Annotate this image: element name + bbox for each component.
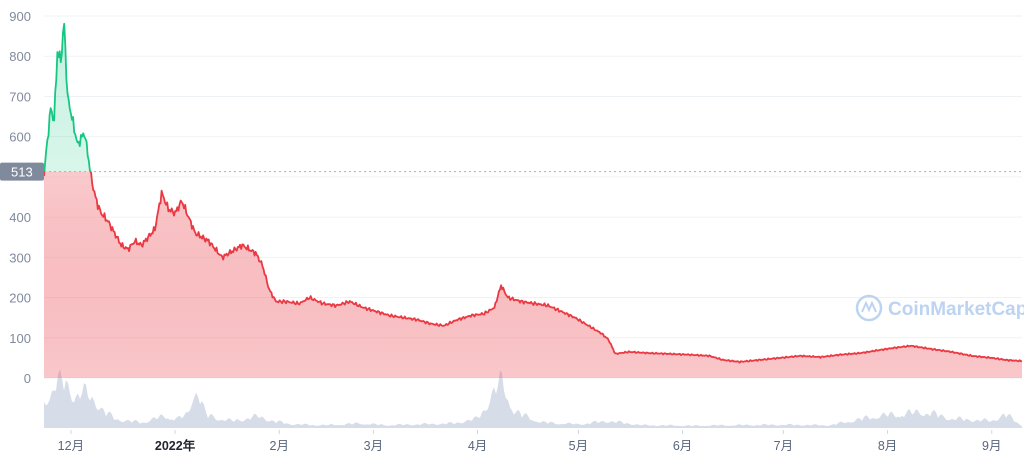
- y-tick-label: 200: [9, 291, 31, 306]
- x-tick-label: 7月: [774, 439, 793, 453]
- volume-area: [44, 369, 1022, 428]
- price-line: [43, 22, 1023, 364]
- y-tick-label: 600: [9, 130, 31, 145]
- y-tick-label: 0: [24, 371, 31, 386]
- watermark-text: CoinMarketCap: [888, 299, 1024, 320]
- y-axis: 0 100 200 300 400 600 700 800 900: [9, 9, 31, 386]
- x-tick-label: 5月: [569, 439, 588, 453]
- x-tick-label: 8月: [878, 439, 897, 453]
- y-tick-label: 700: [9, 89, 31, 104]
- x-axis: 12月 2022年 2月 3月 4月 5月 6月 7月 8月 9月: [58, 430, 1001, 453]
- y-tick-label: 400: [9, 210, 31, 225]
- x-tick-label: 12月: [58, 439, 84, 453]
- coinmarketcap-logo-mark: [861, 300, 877, 313]
- reference-label-text: 513: [11, 165, 33, 180]
- x-tick-label: 6月: [673, 439, 692, 453]
- x-tick-label: 2022年: [155, 438, 196, 453]
- below-reference-fill: [44, 171, 1022, 378]
- price-area: [44, 23, 1022, 378]
- y-tick-label: 900: [9, 9, 31, 24]
- y-tick-label: 300: [9, 250, 31, 265]
- reference-label: 513: [0, 162, 44, 181]
- y-tick-label: 800: [9, 49, 31, 64]
- x-tick-label: 4月: [468, 439, 487, 453]
- x-tick-label: 2月: [270, 439, 289, 453]
- volume-bars: [44, 369, 1022, 428]
- x-tick-label: 9月: [982, 439, 1001, 453]
- reference-label-bg: [0, 162, 44, 181]
- coinmarketcap-logo-icon: [855, 294, 883, 322]
- coinmarketcap-watermark: CoinMarketCap: [855, 294, 1024, 322]
- y-tick-label: 100: [9, 331, 31, 346]
- price-line-below: [43, 171, 1023, 364]
- x-tick-label: 3月: [364, 439, 383, 453]
